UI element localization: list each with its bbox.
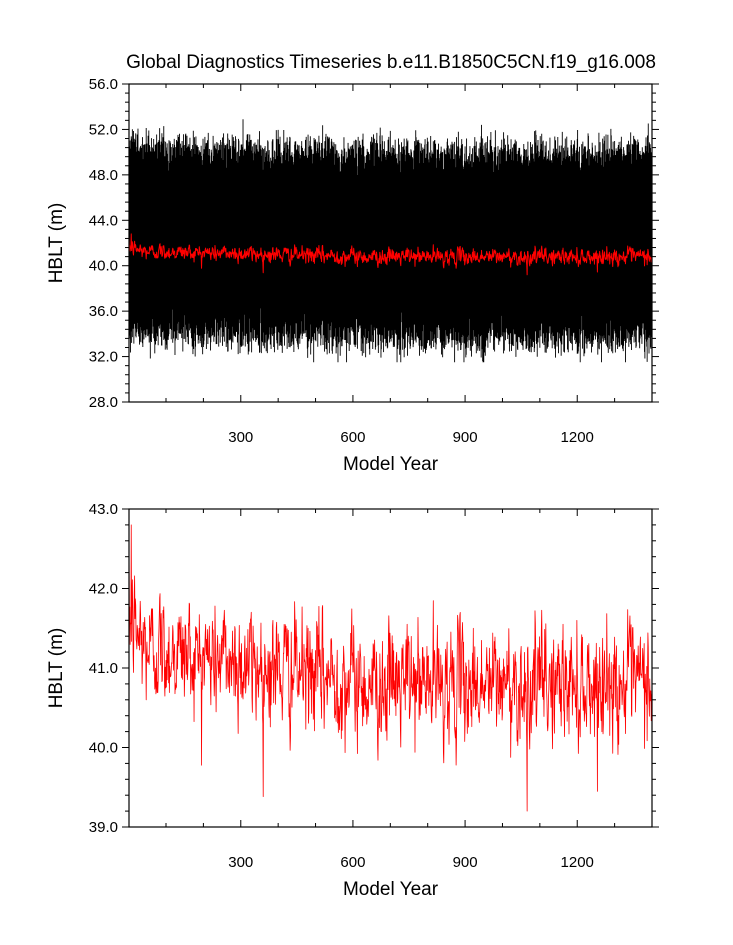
x-ticks xyxy=(165,509,653,827)
series-line-annual xyxy=(128,524,653,812)
y-tick-label: 56.0 xyxy=(89,76,118,93)
x-tick-label: 300 xyxy=(228,854,253,871)
x-axis-title: Model Year xyxy=(343,879,439,900)
x-tick-label: 1200 xyxy=(561,429,594,446)
x-axis-title: Model Year xyxy=(343,454,439,475)
x-tick-label: 600 xyxy=(340,854,365,871)
top-panel: 28.0 32.0 36.0 40.0 44.0 48.0 52.0 56.0 300 600 90… xyxy=(46,76,659,475)
y-tick-label: 28.0 xyxy=(89,394,118,411)
x-tick-label: 1200 xyxy=(561,854,594,871)
x-tick-label: 900 xyxy=(453,429,478,446)
y-tick-label: 42.0 xyxy=(89,581,118,598)
plot-area xyxy=(128,119,653,363)
y-tick-label: 32.0 xyxy=(89,349,118,366)
y-tick-label: 48.0 xyxy=(89,167,118,184)
y-tick-label: 39.0 xyxy=(89,819,118,836)
bottom-panel: 39.0 40.0 41.0 42.0 43.0 300 600 900 1200 Model Y… xyxy=(46,501,659,900)
y-ticks xyxy=(122,508,659,828)
x-tick-label: 300 xyxy=(228,429,253,446)
y-tick-label: 52.0 xyxy=(89,121,118,138)
x-tick-label: 900 xyxy=(453,854,478,871)
y-tick-label: 43.0 xyxy=(89,501,118,518)
y-tick-label: 40.0 xyxy=(89,258,118,275)
series-line-monthly xyxy=(128,119,653,363)
y-axis-title: HBLT (m) xyxy=(46,203,67,284)
chart-title: Global Diagnostics Timeseries b.e11.B185… xyxy=(126,52,656,73)
series-line-annual xyxy=(128,233,653,276)
y-ticks xyxy=(122,83,659,403)
y-tick-label: 41.0 xyxy=(89,660,118,677)
y-tick-label: 44.0 xyxy=(89,212,118,229)
y-tick-label: 36.0 xyxy=(89,303,118,320)
x-tick-label: 600 xyxy=(340,429,365,446)
plot-area xyxy=(128,524,653,812)
x-ticks xyxy=(165,84,653,402)
y-tick-label: 40.0 xyxy=(89,740,118,757)
y-axis-title: HBLT (m) xyxy=(46,628,67,709)
